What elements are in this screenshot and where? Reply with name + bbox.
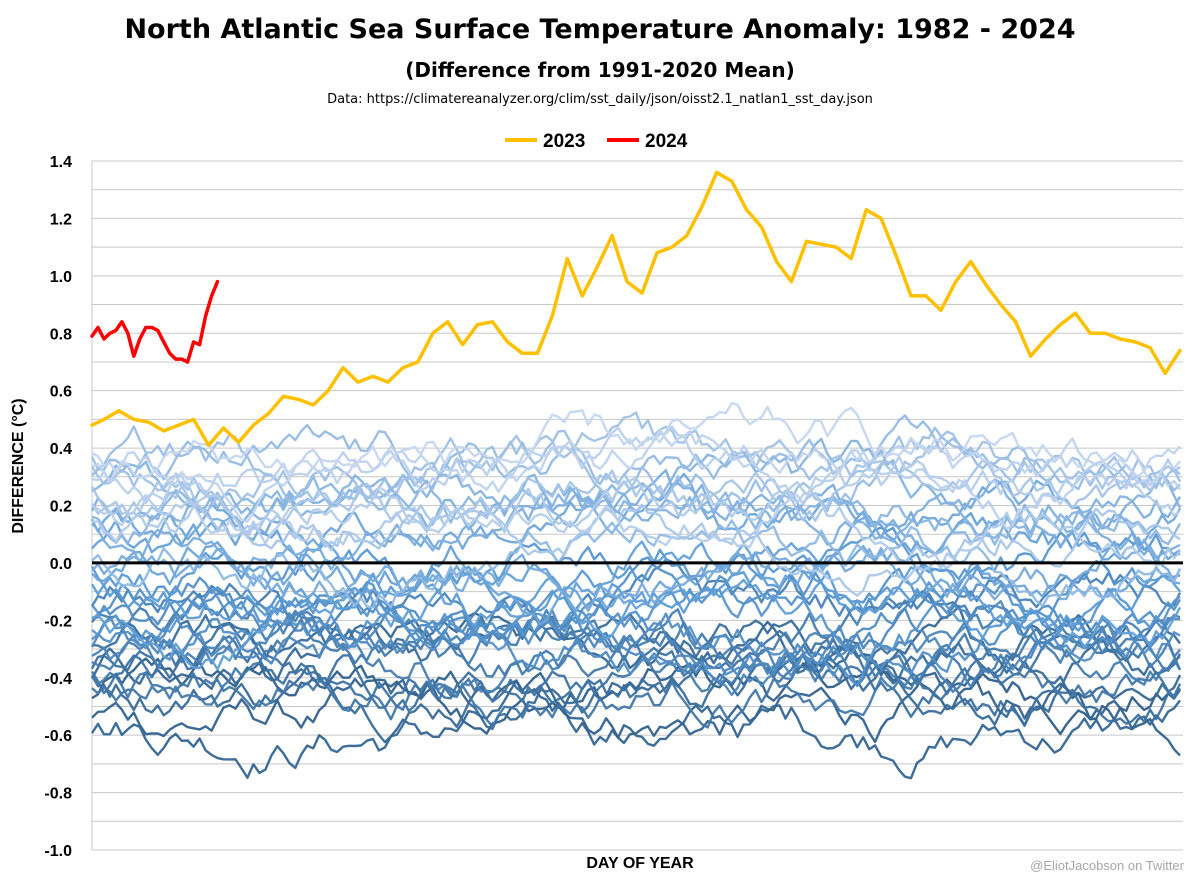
legend: 2023 2024 bbox=[505, 131, 688, 152]
background-year-line bbox=[91, 562, 1182, 671]
background-year-line bbox=[90, 635, 1182, 727]
background-year-line bbox=[91, 455, 1181, 549]
chart-title: North Atlantic Sea Surface Temperature A… bbox=[124, 14, 1076, 45]
background-year-line bbox=[91, 670, 1181, 757]
background-year-line bbox=[90, 558, 1182, 648]
background-year-line bbox=[91, 519, 1182, 609]
legend-label-2023: 2023 bbox=[543, 131, 585, 152]
background-year-line bbox=[91, 556, 1181, 647]
y-axis-label: DIFFERENCE (°C) bbox=[10, 398, 27, 534]
background-year-line bbox=[91, 476, 1181, 570]
series-line-2023 bbox=[90, 170, 1182, 447]
legend-label-2024: 2024 bbox=[645, 131, 688, 152]
background-year-line bbox=[91, 531, 1182, 612]
highlight-series bbox=[90, 170, 1182, 447]
y-tick-label: 1.0 bbox=[50, 269, 72, 286]
chart-subtitle: (Difference from 1991-2020 Mean) bbox=[405, 58, 795, 82]
y-tick-label: 0.2 bbox=[50, 499, 72, 516]
background-year-line bbox=[90, 565, 1181, 640]
background-year-line bbox=[90, 679, 1181, 780]
background-year-line bbox=[90, 458, 1181, 550]
y-tick-label: -0.8 bbox=[44, 786, 72, 803]
y-tick-label: 0.8 bbox=[50, 326, 72, 343]
series-line-2024 bbox=[90, 279, 220, 364]
background-year-lines bbox=[90, 401, 1182, 780]
credit-text: @EliotJacobson on Twitter bbox=[1030, 858, 1184, 873]
y-tick-label: 0.0 bbox=[50, 556, 72, 573]
background-year-line bbox=[90, 473, 1181, 597]
y-tick-label: -0.2 bbox=[44, 613, 72, 630]
background-year-line bbox=[91, 428, 1181, 523]
y-tick-label: -0.4 bbox=[44, 671, 72, 688]
y-tick-label: -0.6 bbox=[44, 728, 72, 745]
y-tick-label: -1.0 bbox=[44, 843, 72, 860]
background-year-line bbox=[90, 604, 1181, 684]
background-year-line bbox=[91, 647, 1182, 729]
background-year-line bbox=[91, 541, 1181, 626]
y-tick-label: 0.4 bbox=[50, 441, 72, 458]
background-year-line bbox=[91, 592, 1181, 696]
y-tick-label: 1.2 bbox=[50, 211, 72, 228]
background-year-line bbox=[91, 564, 1181, 661]
data-source-text: Data: https://climatereanalyzer.org/clim… bbox=[327, 92, 873, 107]
y-tick-label: 1.4 bbox=[50, 154, 72, 171]
y-axis-ticks: 1.4 1.2 1.0 0.8 0.6 0.4 0.2 0.0 -0.2 -0.4 -0.6 -0.8… bbox=[44, 154, 72, 860]
background-year-line bbox=[91, 437, 1182, 540]
background-year-line bbox=[91, 414, 1181, 492]
background-year-line bbox=[91, 401, 1181, 484]
background-year-line bbox=[91, 608, 1181, 698]
x-axis-label: DAY OF YEAR bbox=[586, 855, 694, 872]
background-year-line bbox=[91, 425, 1181, 530]
y-tick-label: 0.6 bbox=[50, 384, 72, 401]
background-year-line bbox=[91, 588, 1182, 686]
